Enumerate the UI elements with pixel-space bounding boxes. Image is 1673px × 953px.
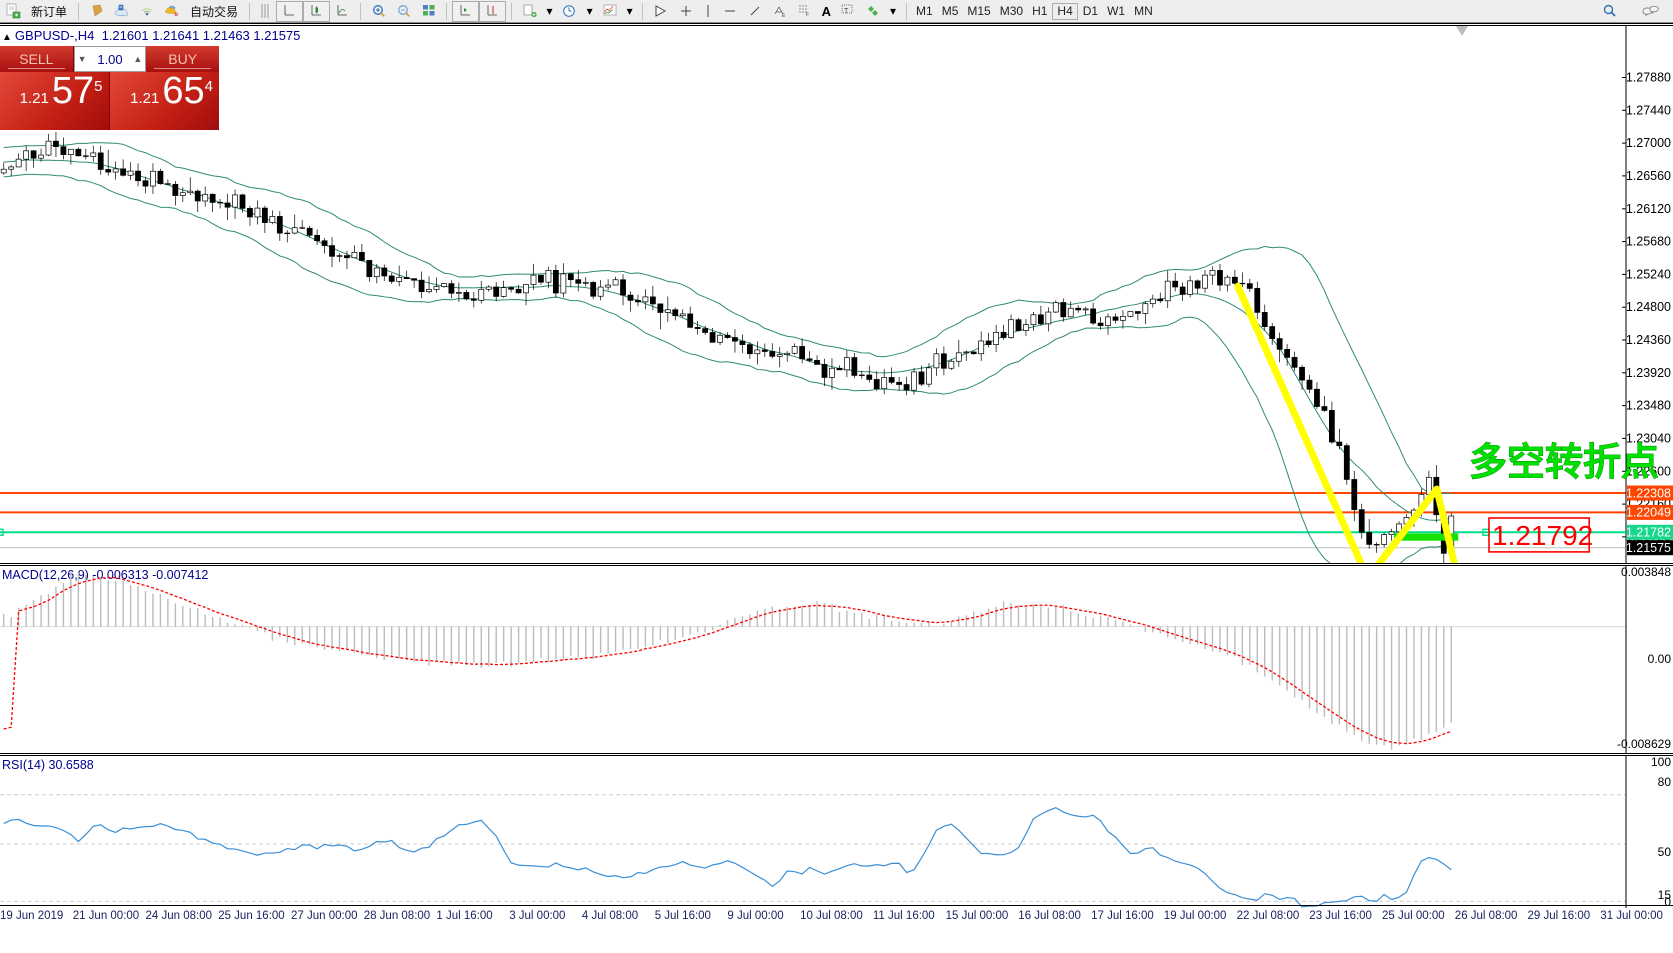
svg-text:1.24360: 1.24360 — [1626, 333, 1671, 347]
svg-text:1.22049: 1.22049 — [1626, 506, 1671, 520]
svg-text:1.21792: 1.21792 — [1492, 520, 1593, 551]
svg-text:1.22308: 1.22308 — [1626, 486, 1671, 500]
svg-text:0.00: 0.00 — [1648, 652, 1672, 666]
svg-text:80: 80 — [1658, 775, 1672, 789]
svg-text:1.23480: 1.23480 — [1626, 399, 1671, 413]
svg-text:1.25680: 1.25680 — [1626, 235, 1671, 249]
svg-text:100: 100 — [1651, 756, 1671, 769]
svg-text:1.25240: 1.25240 — [1626, 267, 1671, 281]
svg-text:1.21782: 1.21782 — [1626, 526, 1671, 540]
svg-text:50: 50 — [1658, 845, 1672, 859]
svg-text:1.23920: 1.23920 — [1626, 366, 1671, 380]
svg-text:E: E — [782, 13, 786, 19]
svg-text:1.27880: 1.27880 — [1626, 71, 1671, 85]
svg-text:0.003848: 0.003848 — [1621, 566, 1671, 579]
svg-text:1.26560: 1.26560 — [1626, 169, 1671, 183]
svg-text:F: F — [806, 12, 809, 18]
svg-text:-0.008629: -0.008629 — [1617, 737, 1671, 751]
svg-text:1.24800: 1.24800 — [1626, 300, 1671, 314]
svg-text:1.27000: 1.27000 — [1626, 136, 1671, 150]
svg-text:1.21575: 1.21575 — [1626, 541, 1671, 555]
svg-text:1.27440: 1.27440 — [1626, 103, 1671, 117]
svg-text:T: T — [844, 8, 849, 15]
svg-text:1.26120: 1.26120 — [1626, 202, 1671, 216]
svg-text:多空转折点: 多空转折点 — [1469, 442, 1659, 484]
